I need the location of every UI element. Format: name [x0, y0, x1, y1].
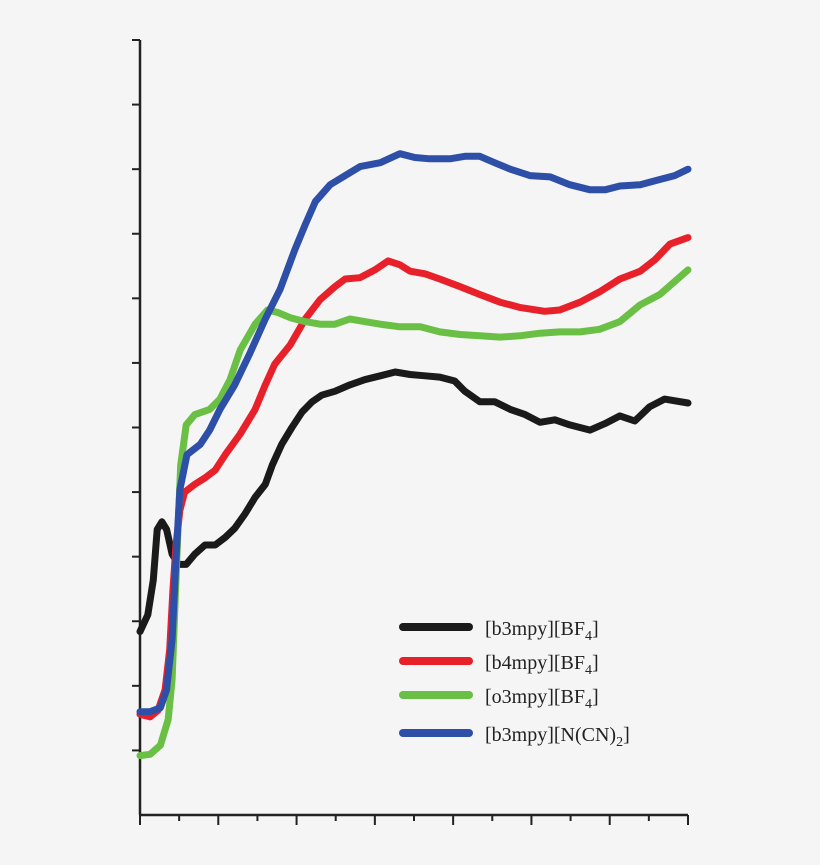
series-lines	[136, 150, 692, 760]
legend-label: [b3mpy][BF4]	[485, 618, 599, 644]
series-line	[136, 234, 692, 721]
legend-label: [o3mpy][BF4]	[485, 686, 599, 712]
legend-label: [b3mpy][N(CN)2]	[485, 724, 630, 750]
legend-entry: [b3mpy][N(CN)2]	[399, 724, 630, 750]
legend-entry: [b4mpy][BF4]	[399, 652, 599, 678]
series-line	[136, 150, 692, 716]
series-line	[136, 266, 692, 760]
axes	[132, 39, 689, 825]
legend: [b3mpy][BF4] [b4mpy][BF4] [o3mpy][BF4] […	[399, 618, 630, 750]
legend-label: [b4mpy][BF4]	[485, 652, 599, 678]
series-line	[136, 368, 692, 636]
legend-entry: [o3mpy][BF4]	[399, 686, 599, 712]
legend-entry: [b3mpy][BF4]	[399, 618, 599, 644]
